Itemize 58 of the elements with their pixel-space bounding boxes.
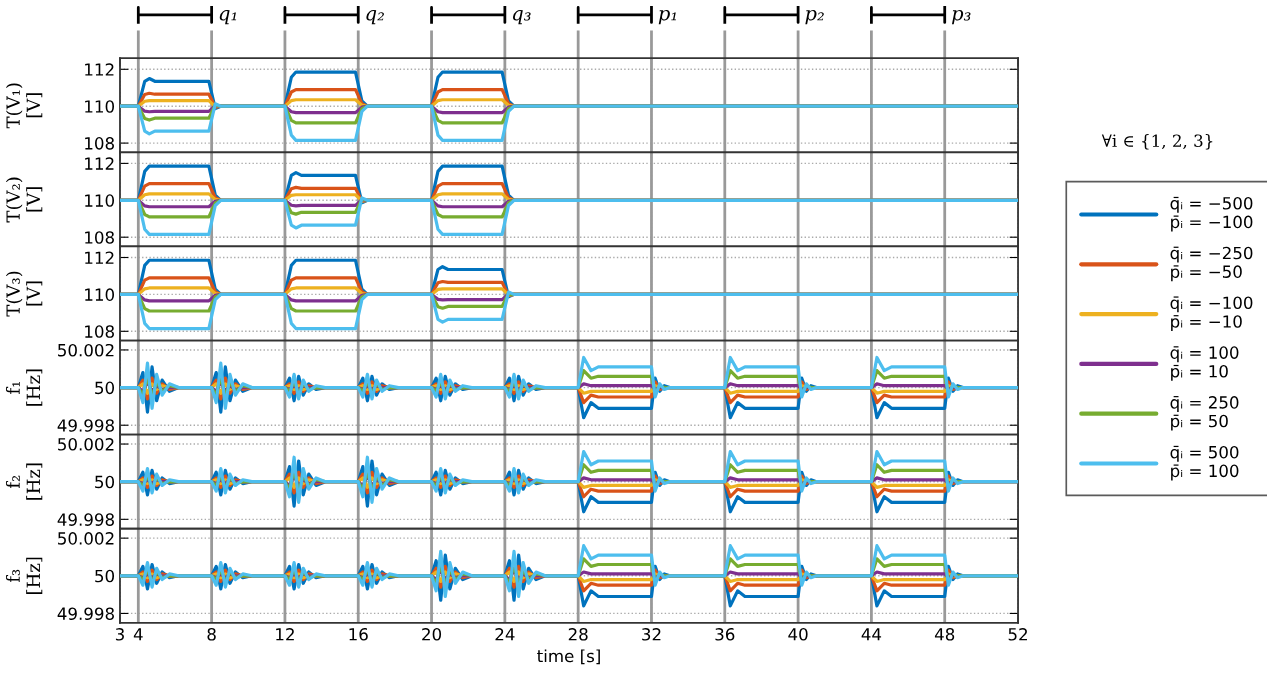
ref-line-label: p₃ [951,9,971,25]
legend-label: q̄ᵢ = −100 p̄ᵢ = −10 [1170,296,1253,331]
ref-line-label: q₂ [366,9,384,25]
y-tick-label: 112 [85,63,114,76]
legend-label: q̄ᵢ = 250 p̄ᵢ = 50 [1170,396,1239,431]
x-tick-label: 52 [1008,628,1027,641]
y-tick-label: 112 [85,251,114,264]
ref-line-label: p₁ [658,9,677,25]
y-tick-label: 49.998 [57,607,114,620]
x-tick-label: 48 [934,628,955,641]
legend-label: q̄ᵢ = 100 p̄ᵢ = 10 [1170,346,1239,381]
x-axis-title: time [s] [537,649,600,665]
x-tick-label: 36 [715,628,735,641]
y-tick-label: 108 [85,325,114,338]
x-tick-label: 44 [861,628,882,641]
y-tick-label: 110 [85,288,115,301]
x-tick-label: 12 [276,628,294,641]
y-axis-title: f₂ [Hz] [5,463,43,500]
y-tick-label: 110 [85,194,115,207]
x-tick-label: 4 [133,628,143,641]
y-tick-label: 50 [95,475,115,489]
line-series [119,102,1019,142]
x-tick-label: 16 [349,628,368,641]
ref-line-label: q₃ [513,9,531,25]
line-series [119,449,1019,504]
y-axis-title: T(V₁) [V] [5,83,43,129]
y-tick-label: 112 [85,157,114,170]
x-tick-label: 28 [568,628,588,641]
y-tick-label: 50 [95,381,115,395]
y-tick-label: 108 [85,231,114,244]
y-tick-label: 50.002 [58,438,114,451]
y-axis-title: T(V₂) [V] [5,177,43,223]
x-tick-label: 40 [788,628,808,641]
ref-line-label: p₂ [805,9,824,25]
line-series [119,196,1019,237]
legend-label: q̄ᵢ = −500 p̄ᵢ = −100 [1170,196,1253,232]
line-series [119,355,1019,410]
x-tick-label: 8 [207,628,216,641]
legend-title: ∀i ∈ {1, 2, 3} [1101,134,1213,150]
y-tick-label: 50.002 [58,343,114,357]
y-axis-title: f₃ [Hz] [5,557,43,594]
x-tick-label: 24 [495,628,515,641]
x-tick-label: 3 [115,628,124,641]
ref-line-label: q₁ [219,9,237,25]
x-tick-label: 20 [422,628,442,641]
line-series [119,544,1019,599]
y-axis-title: T(V₃) [V] [5,271,43,317]
y-tick-label: 50 [95,569,115,583]
y-tick-label: 50.002 [58,532,114,545]
y-tick-label: 108 [85,137,114,150]
y-tick-label: 49.998 [57,419,114,432]
y-tick-label: 110 [85,100,115,113]
legend-label: q̄ᵢ = 500 p̄ᵢ = 100 [1170,445,1239,481]
y-axis-title: f₁ [Hz] [5,369,43,406]
line-series [119,290,1019,331]
legend-label: q̄ᵢ = −250 p̄ᵢ = −50 [1170,246,1253,282]
y-tick-label: 49.998 [57,513,114,526]
x-tick-label: 32 [642,628,661,641]
